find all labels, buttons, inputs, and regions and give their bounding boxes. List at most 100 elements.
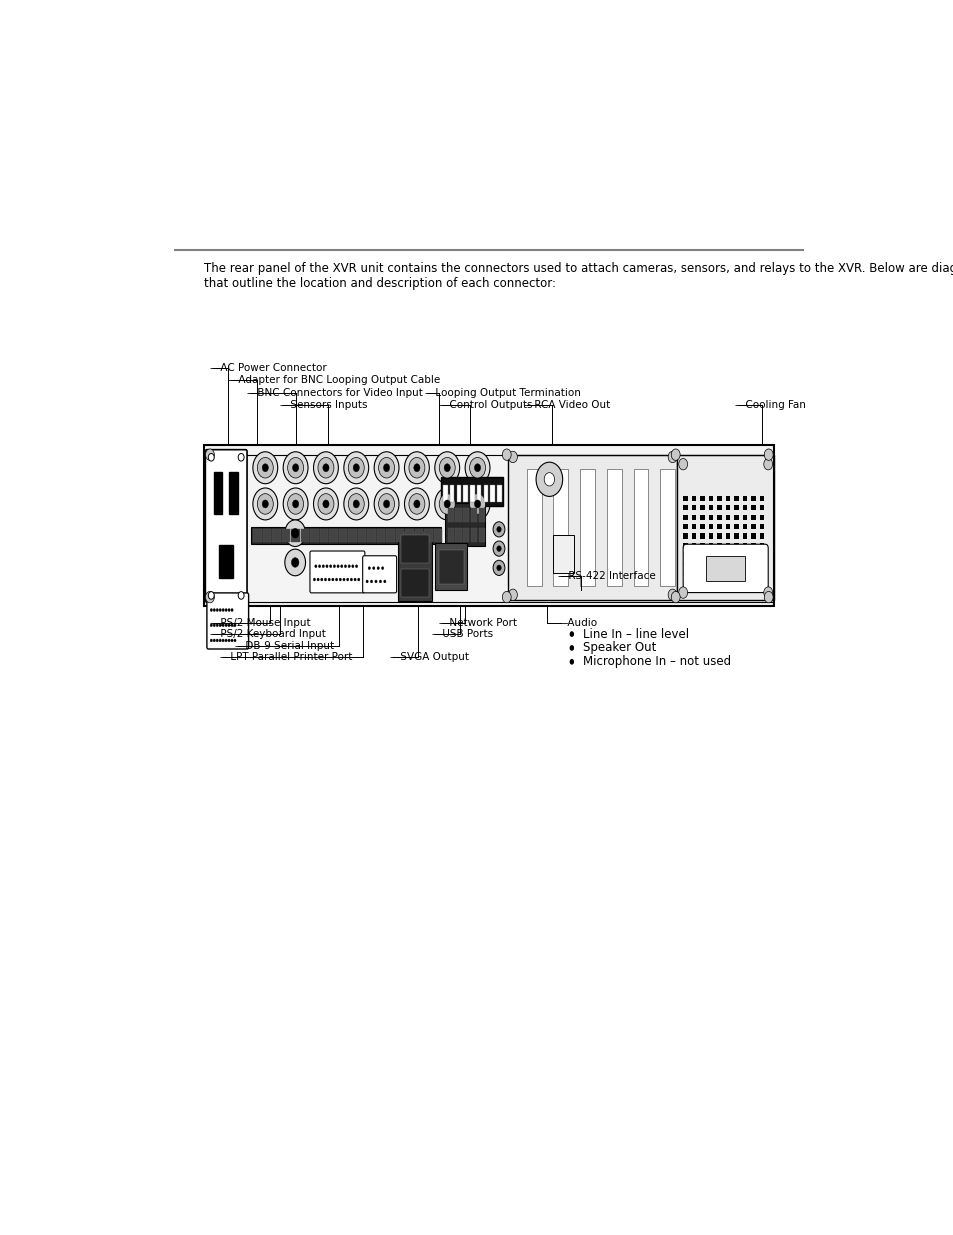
Bar xyxy=(395,529,404,542)
Bar xyxy=(677,454,773,600)
Bar xyxy=(750,580,755,585)
Circle shape xyxy=(378,494,395,514)
Bar xyxy=(691,580,696,585)
Bar xyxy=(717,543,721,548)
Circle shape xyxy=(228,624,230,626)
Bar xyxy=(633,469,648,585)
FancyBboxPatch shape xyxy=(362,556,396,593)
Circle shape xyxy=(213,609,215,611)
Circle shape xyxy=(205,450,214,461)
Bar xyxy=(682,524,687,529)
Text: —DB-9 Serial Input: —DB-9 Serial Input xyxy=(235,641,335,651)
Circle shape xyxy=(383,500,389,508)
Circle shape xyxy=(348,494,364,514)
Bar xyxy=(742,572,746,577)
Circle shape xyxy=(373,567,375,569)
Circle shape xyxy=(228,609,230,611)
Bar xyxy=(440,477,502,505)
Circle shape xyxy=(222,638,224,642)
Circle shape xyxy=(205,592,214,603)
Bar xyxy=(415,529,423,542)
Bar xyxy=(253,529,261,542)
Circle shape xyxy=(314,564,316,568)
Bar xyxy=(682,495,687,500)
Circle shape xyxy=(343,488,368,520)
Circle shape xyxy=(381,567,383,569)
Bar xyxy=(434,529,442,542)
Circle shape xyxy=(346,578,349,580)
Bar xyxy=(682,543,687,548)
Circle shape xyxy=(210,624,213,626)
Circle shape xyxy=(292,529,298,538)
Bar xyxy=(742,562,746,567)
Bar xyxy=(717,524,721,529)
Bar xyxy=(682,515,687,520)
Bar xyxy=(750,505,755,510)
Bar xyxy=(691,562,696,567)
Bar xyxy=(700,505,704,510)
Bar xyxy=(725,524,730,529)
Circle shape xyxy=(219,609,221,611)
FancyBboxPatch shape xyxy=(205,450,247,603)
Bar xyxy=(734,572,738,577)
Circle shape xyxy=(253,488,277,520)
Circle shape xyxy=(543,473,554,485)
Circle shape xyxy=(355,564,357,568)
Bar xyxy=(742,543,746,548)
Bar xyxy=(291,529,299,542)
Circle shape xyxy=(474,464,480,472)
Bar xyxy=(462,508,469,522)
Bar xyxy=(700,524,704,529)
Circle shape xyxy=(763,450,772,461)
Circle shape xyxy=(253,452,277,484)
Bar xyxy=(717,580,721,585)
Bar xyxy=(708,524,713,529)
Circle shape xyxy=(314,452,338,484)
Circle shape xyxy=(497,546,500,552)
Bar xyxy=(759,572,763,577)
Circle shape xyxy=(667,589,677,600)
Circle shape xyxy=(314,488,338,520)
Bar xyxy=(717,552,721,557)
Circle shape xyxy=(219,624,221,626)
Circle shape xyxy=(368,567,370,569)
Bar xyxy=(219,545,233,578)
Bar xyxy=(357,529,366,542)
Bar xyxy=(708,562,713,567)
Bar xyxy=(759,515,763,520)
Circle shape xyxy=(763,587,772,598)
Text: —Network Port: —Network Port xyxy=(438,619,516,629)
Bar xyxy=(725,562,730,567)
Bar xyxy=(691,572,696,577)
Circle shape xyxy=(667,451,677,463)
Bar xyxy=(319,529,328,542)
Circle shape xyxy=(225,638,227,642)
Circle shape xyxy=(285,550,305,576)
Circle shape xyxy=(763,592,772,603)
Circle shape xyxy=(569,645,574,651)
Bar xyxy=(700,562,704,567)
Circle shape xyxy=(316,578,319,580)
Bar xyxy=(553,535,574,573)
Text: The rear panel of the XVR unit contains the connectors used to attach cameras, s: The rear panel of the XVR unit contains … xyxy=(204,262,953,290)
Circle shape xyxy=(493,561,504,576)
Bar xyxy=(742,515,746,520)
Circle shape xyxy=(350,578,352,580)
Circle shape xyxy=(502,450,511,461)
Bar xyxy=(750,524,755,529)
Circle shape xyxy=(465,452,490,484)
Bar xyxy=(708,552,713,557)
Circle shape xyxy=(336,564,339,568)
Bar xyxy=(734,580,738,585)
Circle shape xyxy=(469,457,485,478)
Text: —PS/2 Mouse Input: —PS/2 Mouse Input xyxy=(210,619,311,629)
Circle shape xyxy=(343,452,368,484)
Text: —RCA Video Out: —RCA Video Out xyxy=(523,400,609,410)
FancyBboxPatch shape xyxy=(310,551,364,593)
Circle shape xyxy=(671,450,679,461)
Bar xyxy=(708,580,713,585)
Circle shape xyxy=(569,631,574,637)
Bar xyxy=(397,530,432,601)
Circle shape xyxy=(678,458,687,469)
Bar xyxy=(700,572,704,577)
